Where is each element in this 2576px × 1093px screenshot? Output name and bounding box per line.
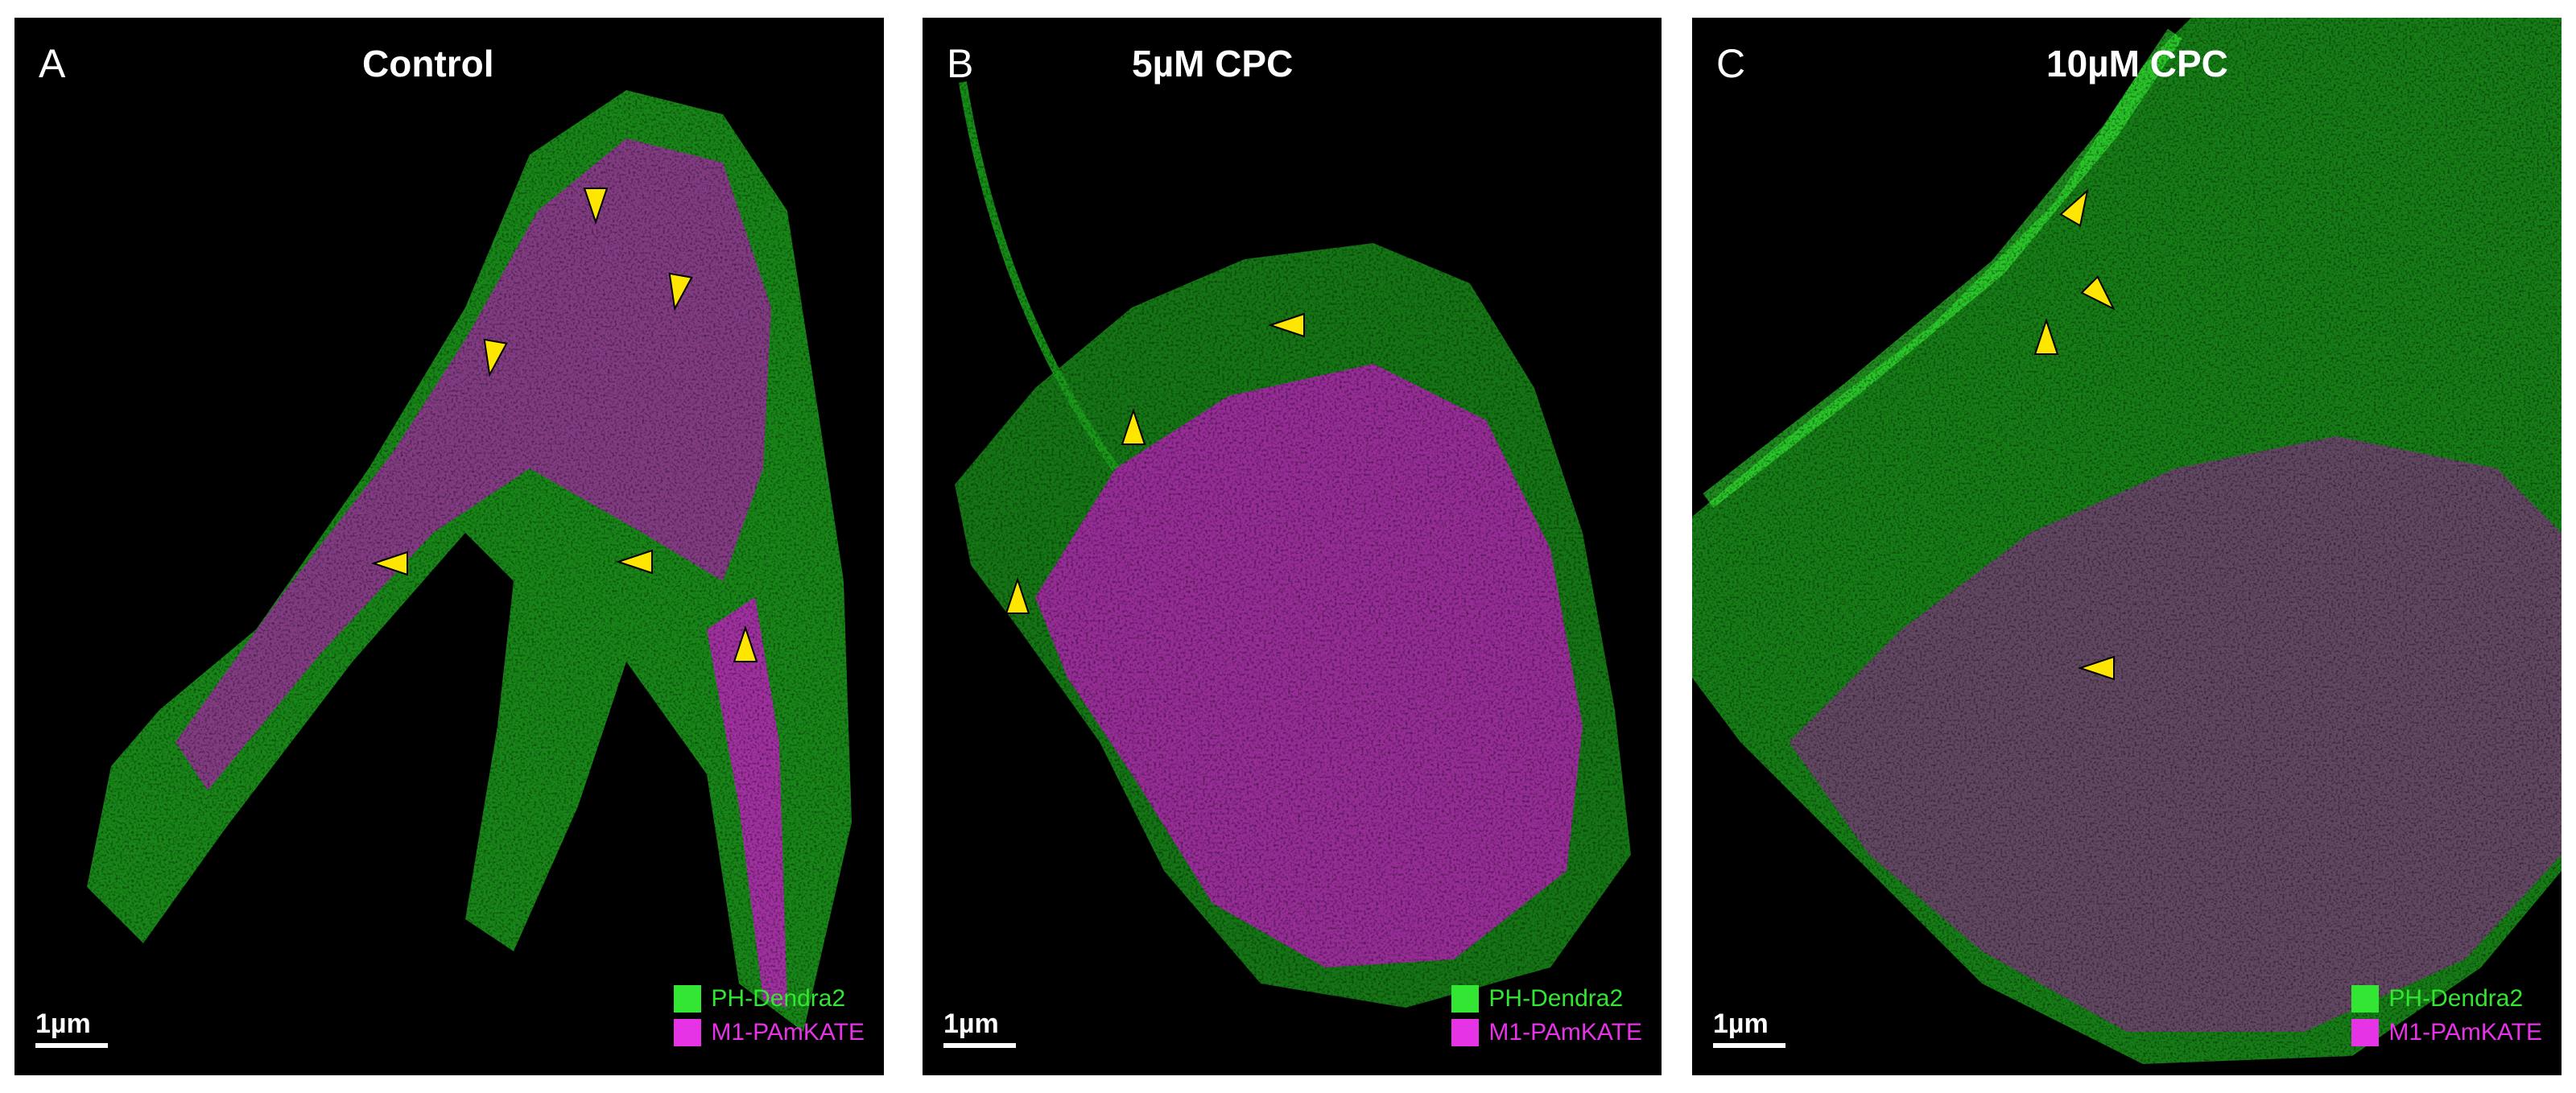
panel-a-control: A Control 1µm PH-Dendra2 M1-PAmKATE [14,18,884,1075]
legend-label: M1-PAmKATE [1488,1019,1642,1046]
panel-letter: A [39,41,66,86]
cell-image-10um-cpc [1692,18,2562,1075]
panel-b-5um-cpc: B 5µM CPC 1µm PH-Dendra2 M1-PAmKATE [923,18,1662,1075]
panel-title: Control [362,43,494,85]
legend-swatch-green [674,985,702,1013]
panel-title: 10µM CPC [2046,43,2228,85]
scale-bar-line [1713,1043,1785,1048]
legend-swatch-green [1451,985,1480,1013]
legend-item: PH-Dendra2 [2351,985,2542,1013]
legend: PH-Dendra2 M1-PAmKATE [2351,979,2542,1046]
legend-label: PH-Dendra2 [2388,985,2524,1012]
scale-bar-label: 1µm [943,1008,999,1039]
scale-bar: 1µm [35,1008,108,1048]
legend-label: M1-PAmKATE [711,1019,865,1046]
legend-item: M1-PAmKATE [674,1019,865,1046]
cell-image-5um-cpc [923,18,1662,1075]
panel-title: 5µM CPC [1132,43,1294,85]
legend-item: PH-Dendra2 [1451,985,1642,1013]
legend-swatch-magenta [674,1019,702,1046]
scale-bar-label: 1µm [35,1008,91,1039]
cell-image-control [14,18,884,1075]
panel-letter: C [1716,41,1746,86]
legend: PH-Dendra2 M1-PAmKATE [1451,979,1642,1046]
scale-bar: 1µm [1713,1008,1785,1048]
scale-bar-line [943,1043,1016,1048]
legend-label: PH-Dendra2 [1488,985,1624,1012]
legend-swatch-magenta [2351,1019,2380,1046]
legend-item: M1-PAmKATE [2351,1019,2542,1046]
legend-item: PH-Dendra2 [674,985,865,1013]
legend: PH-Dendra2 M1-PAmKATE [674,979,865,1046]
legend-swatch-magenta [1451,1019,1480,1046]
scale-bar: 1µm [943,1008,1016,1048]
panel-letter: B [947,41,974,86]
legend-item: M1-PAmKATE [1451,1019,1642,1046]
legend-label: M1-PAmKATE [2388,1019,2542,1046]
scale-bar-label: 1µm [1713,1008,1769,1039]
legend-label: PH-Dendra2 [711,985,846,1012]
panel-c-10um-cpc: C 10µM CPC 1µm PH-Dendra2 M1-PAmKATE [1692,18,2562,1075]
legend-swatch-green [2351,985,2380,1013]
scale-bar-line [35,1043,108,1048]
